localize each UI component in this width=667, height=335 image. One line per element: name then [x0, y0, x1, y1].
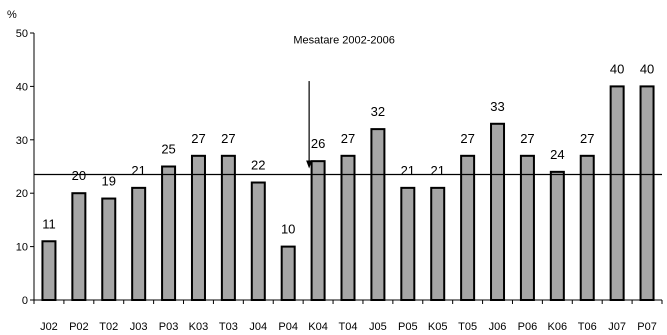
x-tick-label: K05: [428, 321, 448, 333]
bar-series: [41, 85, 655, 302]
x-tick-label: T03: [219, 321, 238, 333]
bar: [639, 85, 655, 302]
y-axis: 0 10 20 30 40 50: [16, 28, 35, 307]
bar: [220, 154, 236, 301]
data-label: 21: [430, 163, 444, 178]
data-label: 32: [371, 104, 385, 119]
x-tick-label: P06: [518, 321, 538, 333]
data-label: 40: [610, 61, 624, 76]
data-label: 33: [490, 99, 504, 114]
bar: [519, 154, 535, 301]
data-label: 27: [460, 131, 474, 146]
data-label: 19: [102, 174, 116, 189]
x-tick-label: J06: [489, 321, 507, 333]
bar: [190, 154, 206, 301]
y-axis-unit-label: %: [7, 9, 17, 21]
data-label: 20: [72, 168, 86, 183]
x-tick-label: K03: [189, 321, 209, 333]
bar: [460, 154, 476, 301]
bar: [370, 128, 386, 301]
data-label: 27: [191, 131, 205, 146]
x-tick-label: T06: [578, 321, 597, 333]
bar: [161, 165, 177, 301]
x-tick-label: T05: [458, 321, 477, 333]
data-label: 27: [580, 131, 594, 146]
bar: [549, 170, 565, 301]
x-tick-label: K04: [308, 321, 328, 333]
y-tick-label: 0: [22, 295, 28, 307]
bar: [101, 197, 117, 301]
x-tick-label: P02: [69, 321, 89, 333]
data-label: 27: [341, 131, 355, 146]
data-label: 21: [131, 163, 145, 178]
data-label: 25: [161, 142, 175, 157]
x-tick-label: J07: [608, 321, 626, 333]
y-tick-label: 50: [16, 28, 28, 40]
bar: [340, 154, 356, 301]
bar: [71, 192, 87, 301]
x-tick-label: P05: [398, 321, 418, 333]
x-tick-label: J03: [130, 321, 148, 333]
data-label: 27: [221, 131, 235, 146]
y-tick-label: 10: [16, 242, 28, 254]
data-label: 21: [401, 163, 415, 178]
x-tick-label: T04: [339, 321, 358, 333]
bar: [131, 186, 147, 301]
y-tick-label: 30: [16, 135, 28, 147]
bar: [400, 186, 416, 301]
reference-arrowhead: [306, 160, 313, 169]
bar: [490, 122, 506, 301]
x-tick-label: J04: [249, 321, 267, 333]
bar: [41, 240, 57, 301]
bar: [579, 154, 595, 301]
data-label: 24: [550, 147, 564, 162]
bar: [250, 181, 266, 302]
x-tick-label: J05: [369, 321, 387, 333]
x-axis: J02 P02 T02 J03 P03 K03 T03 J04 P04 K04 T04 J05 P05 K…: [33, 299, 663, 333]
y-tick-label: 20: [16, 188, 28, 200]
reference-line-label: Mesatare 2002-2006: [293, 35, 395, 47]
bar: [310, 160, 326, 301]
x-tick-label: P07: [637, 321, 657, 333]
data-label: 27: [520, 131, 534, 146]
data-label: 10: [281, 222, 295, 237]
x-tick-label: P04: [278, 321, 298, 333]
bar: [430, 186, 446, 301]
bar: [609, 85, 625, 302]
x-tick-label: T02: [99, 321, 118, 333]
bar: [280, 245, 296, 302]
x-tick-label: J02: [40, 321, 58, 333]
data-label: 11: [42, 216, 56, 231]
data-label: 40: [640, 61, 654, 76]
data-label: 26: [311, 136, 325, 151]
x-tick-label: K06: [548, 321, 568, 333]
data-label: 22: [251, 158, 265, 173]
y-tick-label: 40: [16, 81, 28, 93]
x-tick-label: P03: [159, 321, 179, 333]
